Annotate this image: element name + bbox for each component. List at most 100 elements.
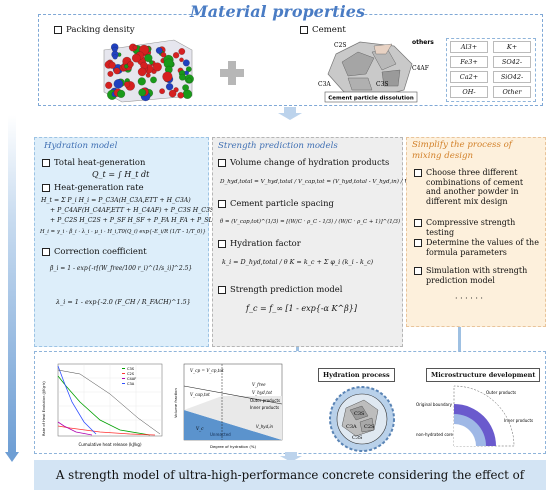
packing-sphere: [168, 89, 177, 98]
checkbox-icon: [42, 183, 50, 192]
phase-label: C3A: [318, 81, 331, 88]
heat-rate-equation-2: + P_C4AF(H_C4AF,ETT + H_C4AF) + P_C3S H_…: [50, 207, 215, 214]
heat-curve-total: [57, 369, 161, 435]
micro-label: Outer products: [486, 390, 516, 395]
strength-model-equation: f_c = f_∞ [1 - exp{-α K^β}]: [246, 304, 358, 313]
volume-label: V_hyd,tot: [252, 390, 272, 395]
packing-sphere: [117, 89, 126, 98]
hydration-model-title: Hydration model: [44, 141, 118, 151]
strength-model-label: Strength prediction model: [218, 284, 342, 294]
correction-coefficient-label: Correction coefficient: [42, 246, 147, 256]
material-properties-title: Material properties: [190, 2, 365, 21]
total-heat-equation: Q_t = ∫ H_t dt: [92, 170, 150, 179]
simplify-mixing-panel: [406, 137, 546, 327]
checkbox-icon: [218, 199, 226, 208]
ion-label: Ca2+: [450, 71, 488, 83]
simplify-step: Compressive strength testing: [414, 218, 540, 237]
particle-phase-label: C3S: [352, 435, 363, 441]
heat-chart-xlabel: Cumulative heat release (kJ/kg): [78, 442, 142, 447]
packing-sphere: [177, 92, 184, 99]
conclusion-banner: A strength model of ultra-high-performan…: [34, 460, 546, 499]
volume-change-equation: D_hyd,total = V_hyd,total / V_cap,tot = …: [220, 179, 431, 185]
packing-sphere: [113, 67, 121, 75]
packing-sphere: [137, 67, 147, 77]
micro-label: Original boundary: [416, 402, 453, 407]
ion-label: Other: [493, 86, 531, 98]
volume-label: Unreacted: [210, 432, 231, 437]
cement-particle-illustration: Cement particle dissolution C2S others C…: [318, 39, 434, 103]
packing-sphere: [113, 79, 124, 89]
particle-phase-label: C3S: [354, 411, 365, 417]
packing-sphere: [160, 52, 167, 58]
legend-swatch: [122, 368, 125, 369]
volume-label: V_cap,tot: [190, 392, 210, 397]
packing-sphere: [108, 61, 116, 69]
packing-sphere: [137, 77, 146, 86]
legend-swatch: [122, 373, 125, 374]
packing-sphere: [165, 83, 174, 91]
microstructure-illustration: Original boundary Outer products Inner p…: [416, 385, 533, 447]
checkbox-icon: [54, 25, 62, 34]
down-arrow-icon: [278, 107, 302, 120]
micro-label: Inner products: [504, 418, 533, 423]
legend-swatch: [122, 378, 125, 379]
phase-label: others: [412, 39, 434, 46]
packing-sphere: [155, 47, 163, 54]
hydration-factor-equation: k_i = D_hyd,total / θ K = k_c + Σ φ_i (k…: [222, 258, 374, 266]
checkbox-icon: [218, 285, 226, 294]
microstructure-label: Microstructure development: [426, 368, 541, 382]
packing-sphere: [105, 81, 113, 89]
packing-sphere: [184, 70, 189, 76]
volume-chart-ylabel: Volume fraction: [173, 387, 178, 418]
checkbox-icon: [414, 169, 422, 177]
volume-label: V_hyd,in: [256, 424, 274, 429]
packing-sphere: [127, 61, 134, 68]
packing-sphere: [112, 54, 118, 60]
heat-curve-c3a: [57, 365, 97, 435]
packing-sphere: [144, 54, 153, 63]
packing-sphere: [145, 72, 151, 78]
ion-label: K+: [493, 41, 531, 53]
hydration-model-panel: [34, 137, 209, 347]
hydration-particle-illustration: C3S C2S C3A C3S: [329, 386, 395, 452]
simplify-step: Determine the values of the formula para…: [414, 238, 540, 257]
heat-rate-label: Heat-generation rate: [42, 182, 144, 192]
packing-density-label: Packing density: [54, 25, 135, 35]
heat-rate-equation-4: H_i = γ_i · β_i · λ_i · μ_i · H_i,T0(Q_i…: [40, 229, 206, 235]
packing-sphere: [182, 89, 193, 99]
heat-evolution-chart: C3S C2S C4AF C3A Rate of Heat Evolution …: [42, 363, 163, 447]
packing-sphere: [132, 45, 138, 50]
packing-sphere: [186, 77, 192, 83]
legend-label: C4AF: [127, 377, 136, 381]
legend-label: C3A: [127, 382, 135, 386]
volume-label: Inner products: [250, 405, 279, 410]
plus-icon: [220, 61, 244, 85]
ion-label: SO42-: [493, 56, 531, 68]
simplify-step: Simulation with strength prediction mode…: [414, 266, 540, 285]
packing-sphere: [159, 88, 165, 95]
heat-rate-equation-3: + P_C2S H_C2S + P_SF H_SF + P_FA H_FA + …: [50, 217, 232, 224]
packing-sphere: [178, 48, 186, 55]
volume-label: V_free: [252, 382, 266, 387]
connector: [296, 347, 299, 351]
volume-label: V_cp = V_cp,tot: [190, 368, 224, 373]
heat-chart-ylabel: Rate of Heat Evolution (J/Kg·h): [42, 381, 46, 436]
packing-sphere: [107, 71, 114, 77]
packing-sphere: [153, 62, 162, 72]
volume-chart-xlabel: Degree of hydration (%): [210, 444, 256, 449]
packing-sphere: [131, 53, 141, 63]
checkbox-icon: [218, 158, 226, 167]
phase-label: C3S: [376, 81, 389, 88]
checkbox-icon: [42, 247, 50, 256]
ion-label: OH-: [450, 86, 488, 98]
checkbox-icon: [414, 239, 422, 247]
legend-label: C2S: [127, 372, 135, 376]
inner-products-region: [184, 396, 282, 440]
packing-sphere: [182, 59, 190, 67]
workflow-bar: [8, 115, 16, 455]
volume-label: Outer products: [250, 398, 280, 403]
heat-curve-c4af: [57, 421, 93, 436]
ion-label: Al3+: [450, 41, 488, 53]
cement-label: Cement: [300, 25, 346, 35]
legend-label: C3S: [127, 367, 135, 371]
